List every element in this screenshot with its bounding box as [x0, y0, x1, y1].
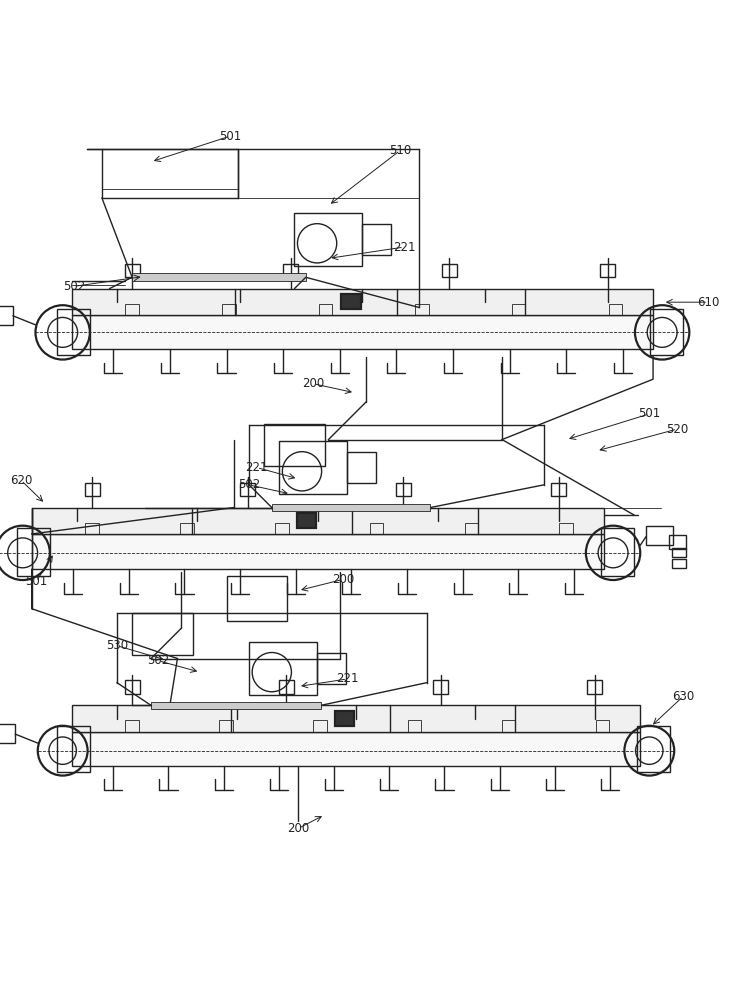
Bar — [180, 523, 194, 534]
Bar — [57, 726, 90, 772]
Bar — [222, 304, 236, 315]
Bar — [415, 304, 429, 315]
Bar — [464, 523, 478, 534]
Bar — [637, 726, 670, 772]
Bar — [85, 483, 100, 496]
Text: 221: 221 — [393, 241, 415, 254]
Bar — [240, 483, 255, 496]
Bar — [125, 720, 139, 732]
Text: 200: 200 — [287, 822, 310, 835]
Text: 200: 200 — [332, 573, 355, 586]
Bar — [85, 523, 99, 534]
Text: 520: 520 — [666, 423, 689, 436]
Bar — [32, 534, 604, 569]
Bar — [72, 732, 640, 766]
Bar — [283, 264, 298, 277]
Text: 501: 501 — [219, 130, 242, 143]
Bar — [442, 264, 457, 277]
Bar — [362, 224, 391, 255]
Bar — [264, 424, 325, 466]
Bar — [672, 548, 686, 557]
Bar — [672, 559, 686, 568]
Bar — [347, 452, 376, 483]
Bar — [272, 504, 430, 511]
Bar — [319, 304, 332, 315]
Text: 502: 502 — [63, 280, 85, 293]
Text: 530: 530 — [106, 639, 128, 652]
Bar — [646, 526, 673, 545]
Text: 620: 620 — [10, 474, 32, 487]
Bar — [334, 711, 354, 726]
Bar — [125, 680, 140, 694]
Bar — [396, 483, 411, 496]
Bar — [32, 508, 604, 534]
Bar — [433, 680, 448, 694]
Bar — [72, 289, 653, 315]
Bar — [249, 642, 317, 695]
Bar — [512, 304, 525, 315]
Bar — [72, 705, 640, 732]
Bar — [0, 306, 13, 325]
Text: 630: 630 — [672, 690, 695, 703]
Bar — [601, 528, 634, 575]
Bar — [151, 702, 321, 709]
Bar — [275, 523, 288, 534]
Bar — [501, 720, 515, 732]
Bar — [600, 264, 615, 277]
Bar — [220, 720, 233, 732]
Bar — [294, 213, 362, 266]
Bar — [125, 304, 139, 315]
Bar — [102, 149, 238, 198]
Bar — [72, 315, 653, 349]
Bar — [609, 304, 622, 315]
Bar — [341, 294, 361, 309]
Text: 501: 501 — [638, 407, 661, 420]
Text: 221: 221 — [245, 461, 268, 474]
Bar — [297, 513, 316, 528]
Text: 221: 221 — [336, 672, 359, 685]
Bar — [551, 483, 566, 496]
Bar — [317, 653, 346, 684]
Bar — [226, 575, 287, 621]
Bar — [669, 535, 686, 549]
Bar — [596, 720, 609, 732]
Bar — [313, 720, 327, 732]
Text: 502: 502 — [147, 654, 170, 667]
Bar — [650, 309, 683, 355]
Bar — [408, 720, 421, 732]
Bar — [279, 441, 347, 494]
Bar — [132, 273, 306, 281]
Bar — [559, 523, 573, 534]
Bar — [125, 264, 140, 277]
Bar — [57, 309, 90, 355]
Text: 510: 510 — [389, 144, 411, 157]
Text: 502: 502 — [238, 478, 260, 491]
Bar — [0, 724, 15, 743]
Bar — [132, 613, 193, 655]
Bar — [17, 528, 50, 575]
Bar — [279, 680, 294, 694]
Text: 200: 200 — [302, 377, 325, 390]
Text: 501: 501 — [25, 575, 48, 588]
Text: 610: 610 — [697, 296, 720, 309]
Bar — [587, 680, 602, 694]
Bar — [370, 523, 384, 534]
